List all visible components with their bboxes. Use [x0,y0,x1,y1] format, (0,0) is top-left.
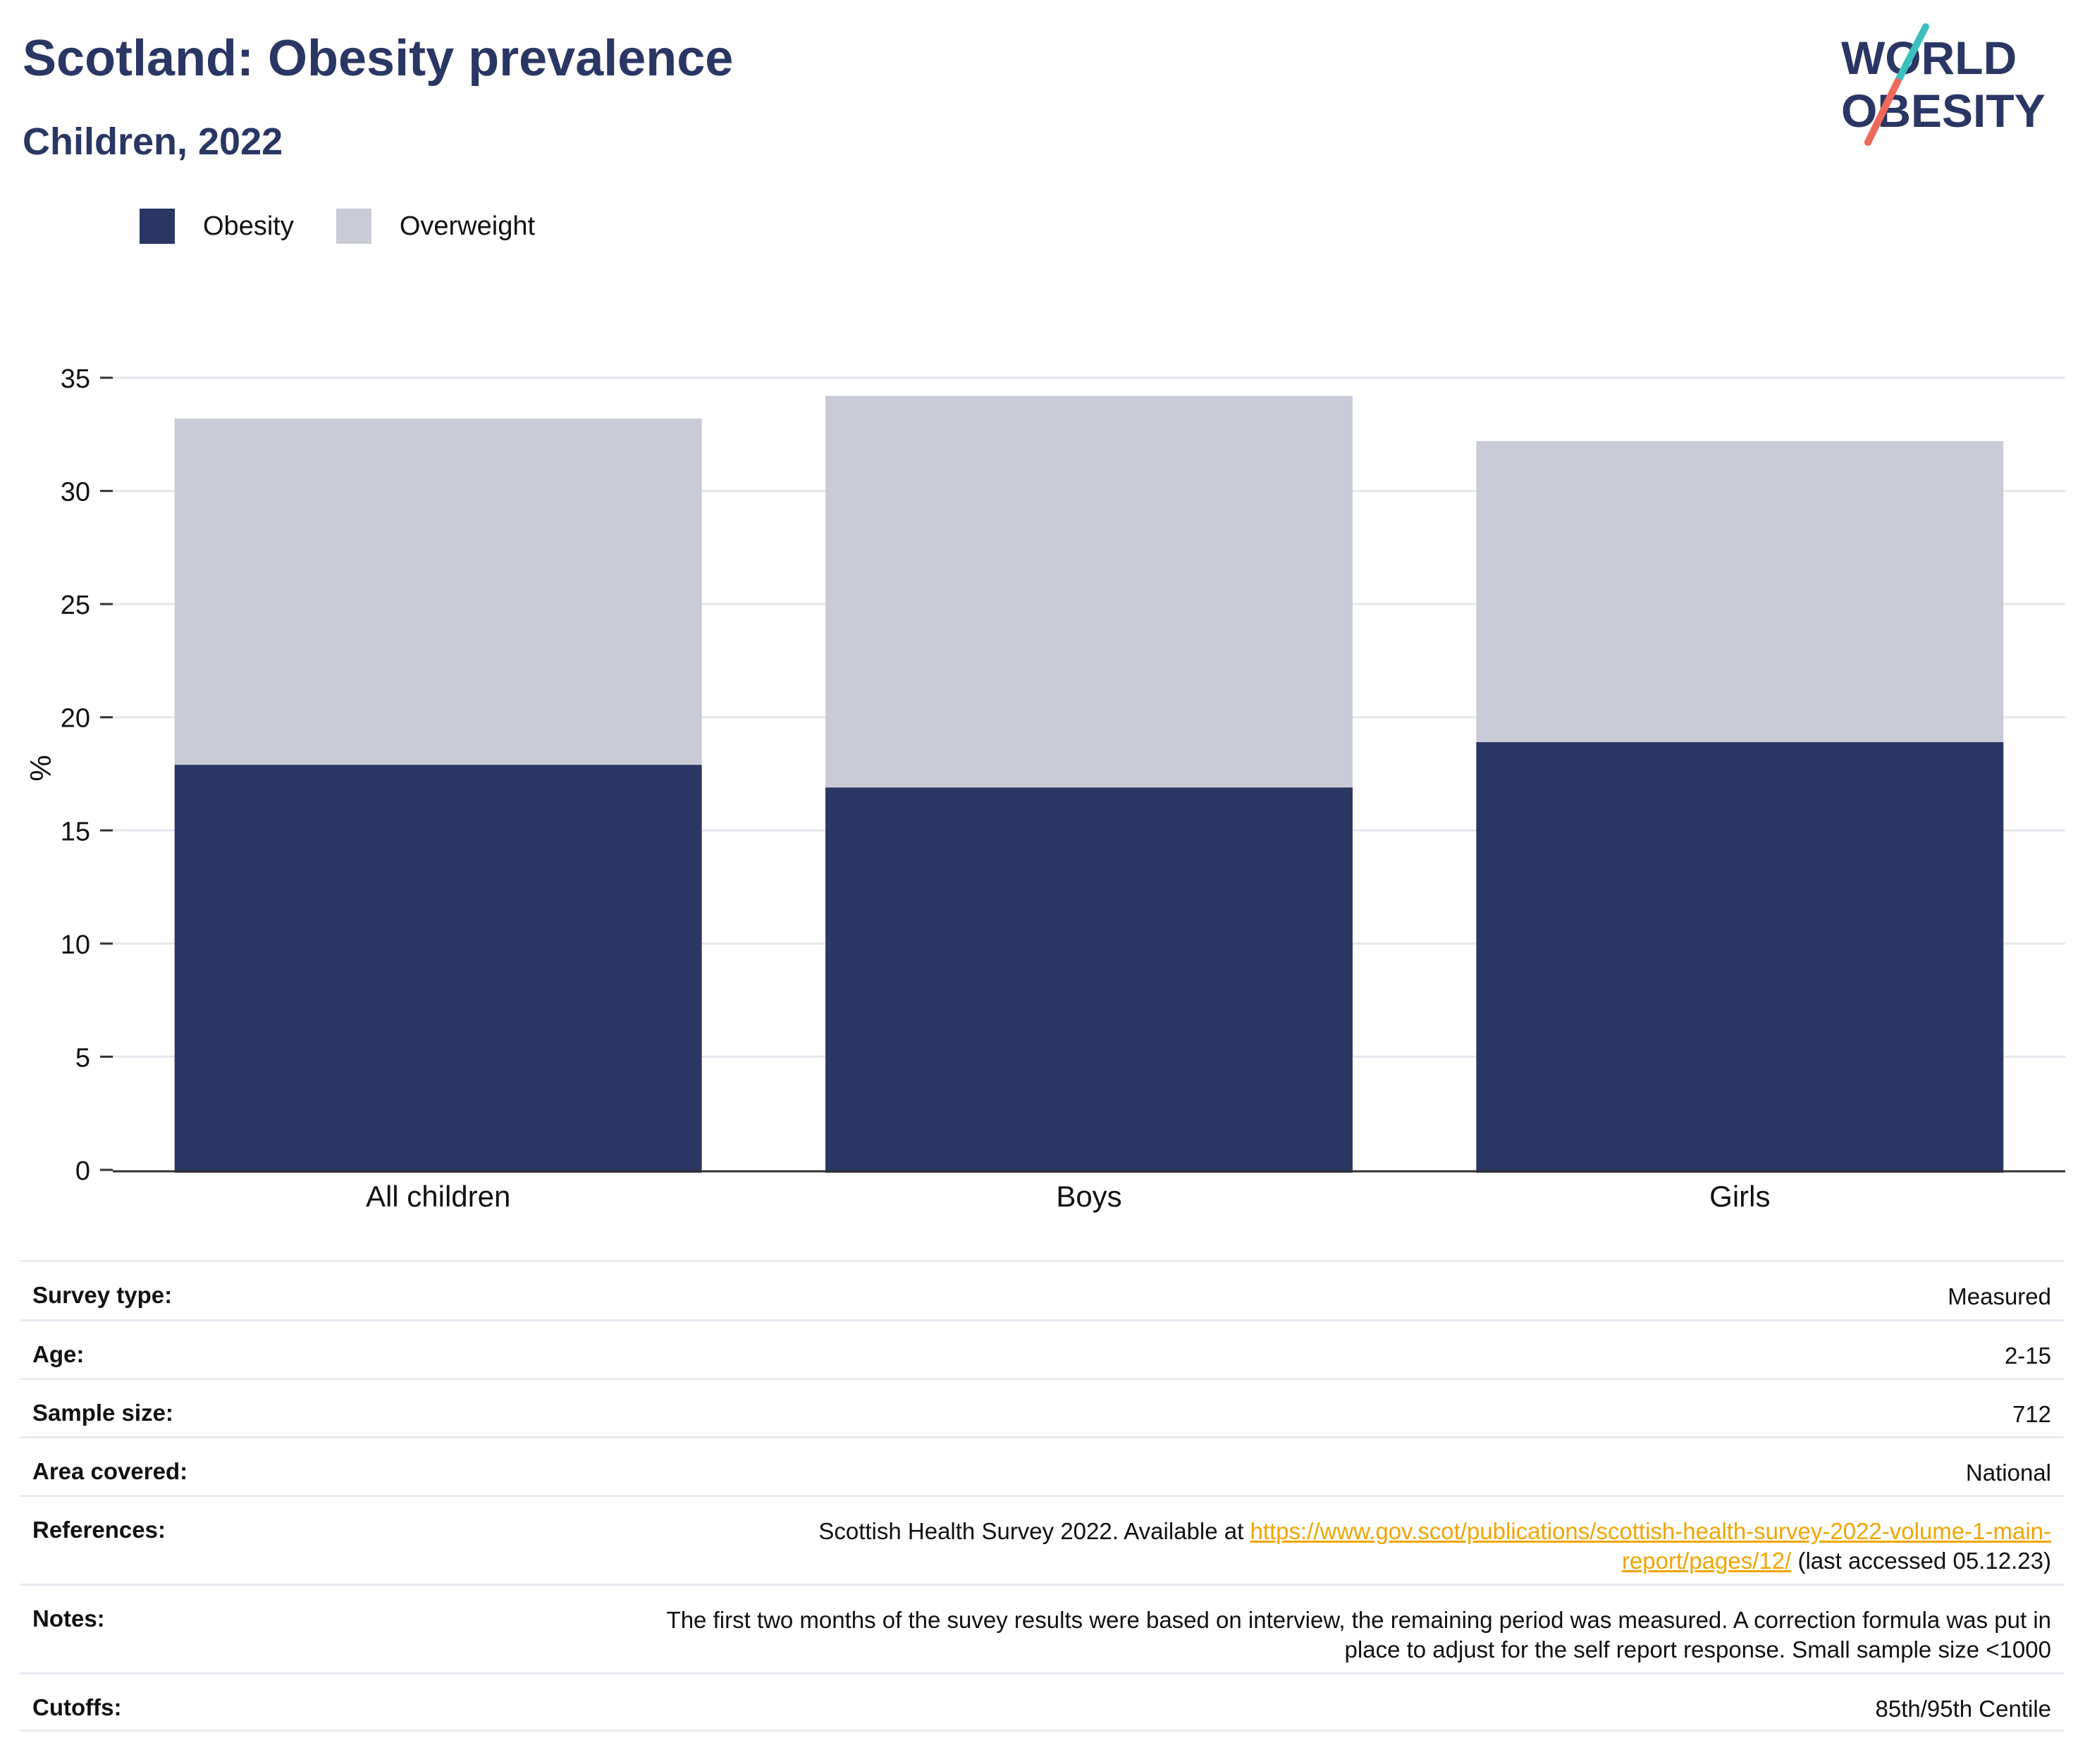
info-row-survey-type: Survey type: Measured [20,1260,2064,1319]
x-tick-label: Girls [1709,1180,1770,1213]
info-row-notes: Notes: The first two months of the suvey… [20,1584,2064,1672]
y-tick-labels: 0 5 10 15 20 25 30 35 [61,364,113,1186]
cutoffs-value: 85th/95th Centile [1875,1696,2051,1722]
area-covered-label: Area covered: [32,1458,188,1484]
chart-legend: Obesity Overweight [140,209,577,244]
bar-overweight-girls[interactable] [1476,440,2004,743]
x-tick-labels: All children Boys Girls [366,1180,1771,1213]
survey-type-value: Measured [1948,1283,2051,1309]
y-tick-label: 15 [61,817,90,846]
references-link[interactable]: https://www.gov.scot/publications/scotti… [1250,1518,2051,1574]
y-tick-label: 30 [61,478,90,507]
info-row-references: References: Scottish Health Survey 2022.… [20,1495,2064,1584]
x-tick-label: All children [366,1180,510,1213]
notes-line-1: The first two months of the suvey result… [666,1607,2051,1633]
bar-overweight-all-children[interactable] [174,418,702,765]
y-tick-label: 0 [75,1157,90,1186]
info-row-cutoffs: Cutoffs: 85th/95th Centile [20,1672,2064,1732]
legend-item-obesity[interactable]: Obesity [140,209,294,244]
sample-size-label: Sample size: [32,1400,173,1426]
info-row-sample-size: Sample size: 712 [20,1378,2064,1436]
legend-swatch-overweight [336,209,371,244]
y-tick-label: 20 [61,704,90,734]
notes-line-2: place to adjust for the self report resp… [1344,1636,2051,1663]
area-covered-value: National [1965,1460,2051,1486]
y-tick-label: 35 [61,364,90,394]
svg-text:WORLD: WORLD [1841,32,2017,84]
y-tick-label: 25 [61,591,90,620]
age-value: 2-15 [2004,1343,2051,1369]
x-tick-label: Boys [1056,1180,1121,1213]
sample-size-value: 712 [2012,1401,2051,1427]
legend-label-overweight: Overweight [399,211,536,241]
info-row-area-covered: Area covered: National [20,1436,2064,1495]
survey-type-label: Survey type: [32,1282,173,1308]
y-tick-label: 10 [61,930,90,960]
bar-obesity-girls[interactable] [1476,742,2004,1173]
bar-obesity-boys[interactable] [825,787,1353,1173]
legend-item-overweight[interactable]: Overweight [336,209,535,244]
survey-info-table: Survey type: Measured Age: 2-15 Sample s… [20,1260,2064,1732]
notes-label: Notes: [32,1605,105,1632]
cutoffs-label: Cutoffs: [32,1694,122,1720]
chart-title: Scotland: Obesity prevalence [23,30,734,87]
references-suffix: (last accessed 05.12.23) [1791,1548,2051,1574]
world-obesity-logo: WORLD OBESITY [1841,23,2046,146]
y-tick-label: 5 [75,1043,90,1073]
chart-subtitle: Children, 2022 [23,121,283,163]
references-prefix: Scottish Health Survey 2022. Available a… [818,1518,1250,1544]
legend-label-obesity: Obesity [203,211,294,241]
age-label: Age: [32,1341,85,1367]
legend-swatch-obesity [140,209,175,244]
info-row-age: Age: 2-15 [20,1319,2064,1378]
bar-overweight-boys[interactable] [825,395,1353,788]
y-axis-label: % [24,755,57,781]
bar-obesity-all-children[interactable] [174,765,702,1173]
references-link-part1[interactable]: https://www.gov.scot/publications/scotti… [1250,1518,2051,1544]
references-label: References: [32,1517,166,1543]
references-link-part2[interactable]: report/pages/12/ [1621,1548,1792,1574]
bars [174,395,2004,1173]
references-value: Scottish Health Survey 2022. Available a… [818,1517,2051,1576]
notes-value: The first two months of the suvey result… [667,1605,2051,1665]
bar-chart: 0 5 10 15 20 25 30 35 All children Boys Girls % [24,364,2065,1213]
